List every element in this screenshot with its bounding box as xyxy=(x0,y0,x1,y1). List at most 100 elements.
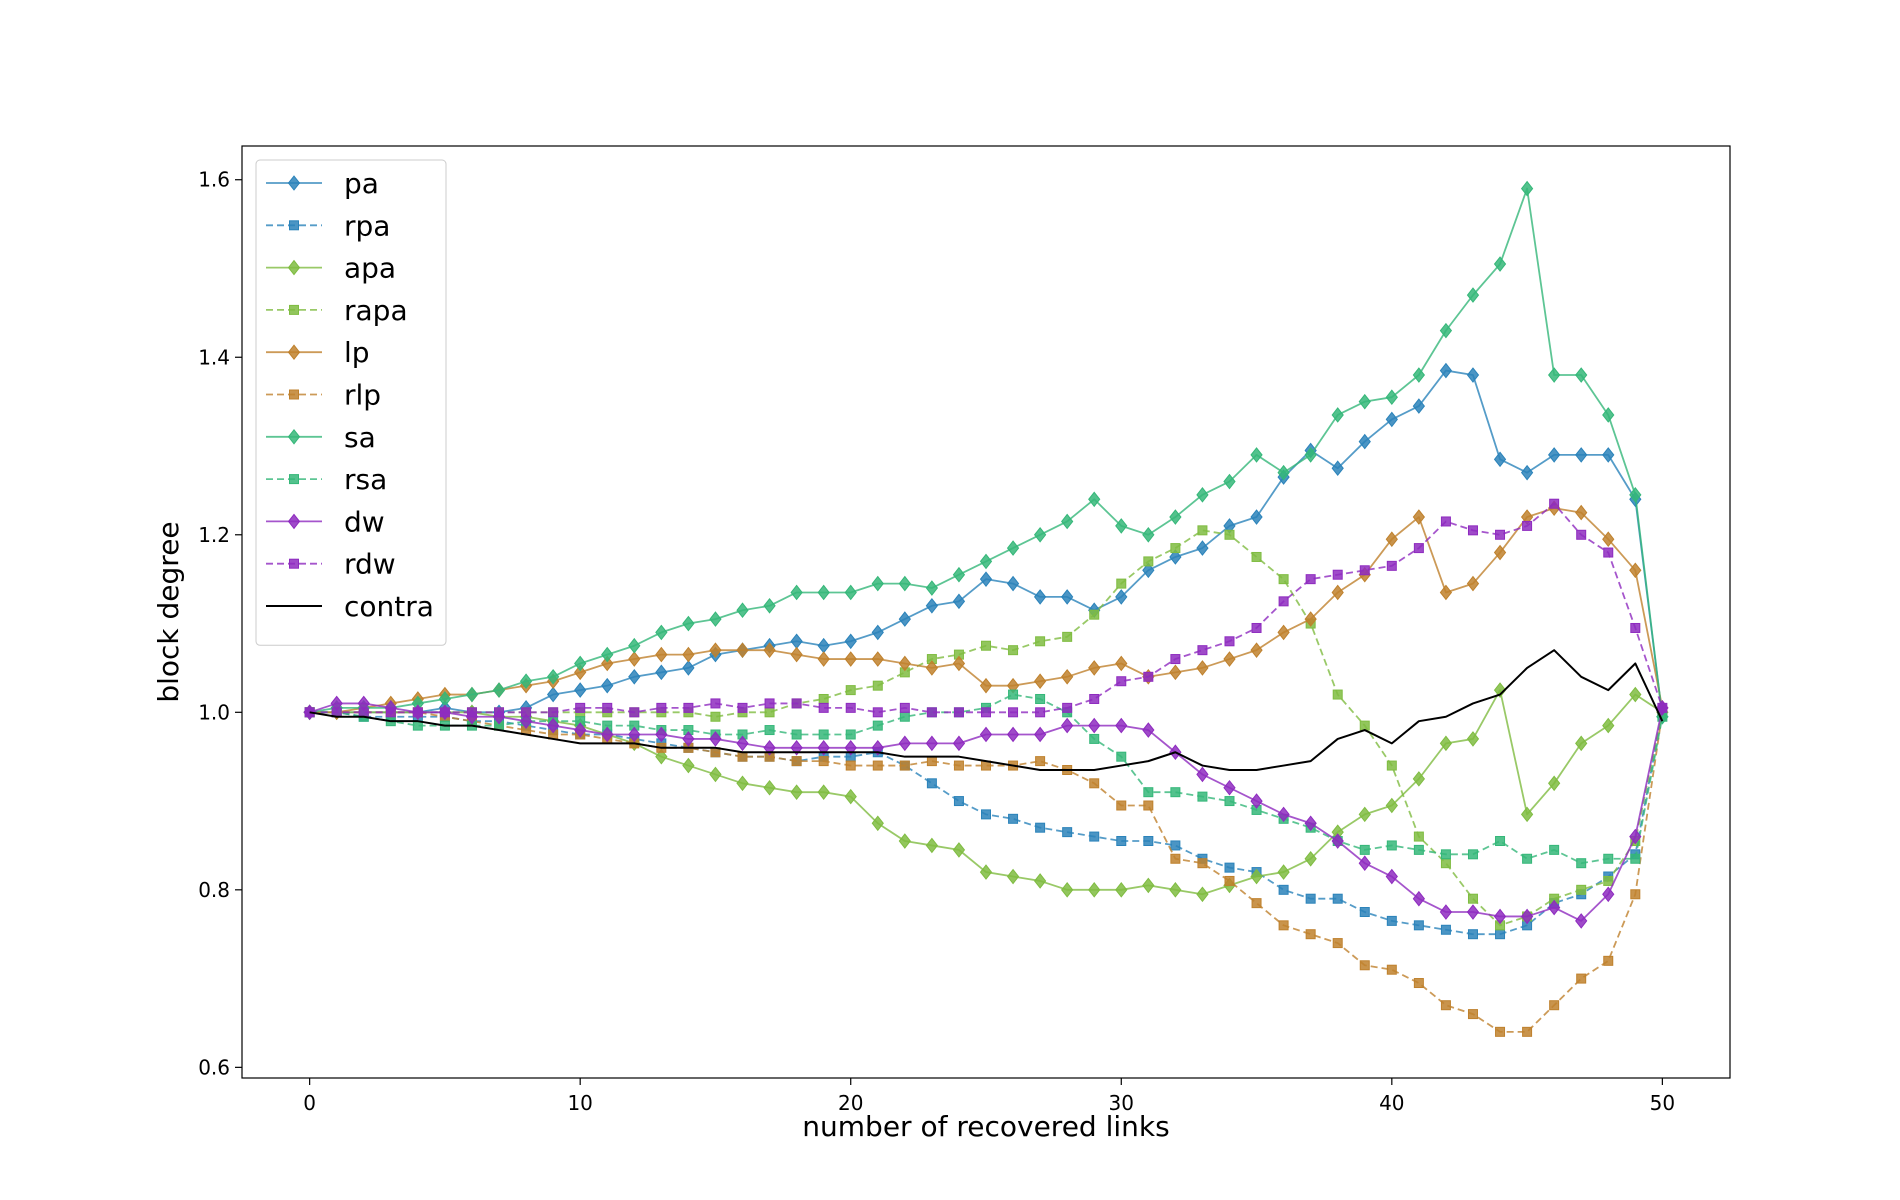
data-point-rsa xyxy=(1603,853,1614,864)
data-point-rlp xyxy=(1143,800,1154,811)
data-point-pa xyxy=(574,682,587,698)
data-point-pa xyxy=(1548,447,1561,463)
x-tick-label: 10 xyxy=(567,1091,592,1115)
data-point-apa xyxy=(655,748,668,765)
data-point-apa xyxy=(682,757,695,774)
data-point-rpa xyxy=(1467,929,1478,940)
data-point-pa xyxy=(844,633,857,650)
data-point-rsa xyxy=(1008,689,1019,700)
data-point-rsa xyxy=(1170,787,1181,798)
data-point-apa xyxy=(790,784,803,800)
data-point-lp xyxy=(736,642,749,658)
data-point-sa xyxy=(736,602,749,619)
data-point-pa xyxy=(817,637,830,654)
data-point-pa xyxy=(1602,447,1615,463)
data-point-sa xyxy=(1169,509,1182,525)
data-point-sa xyxy=(790,584,803,601)
data-point-rdw xyxy=(1143,671,1154,682)
series-line-rpa xyxy=(309,711,1664,936)
data-point-apa xyxy=(1142,877,1155,894)
legend-item-pa: pa xyxy=(266,167,379,200)
legend-label-rdw: rdw xyxy=(344,548,396,581)
legend-marker-rpa xyxy=(289,220,299,231)
data-point-apa xyxy=(1412,771,1426,787)
data-point-lp xyxy=(1493,544,1507,561)
data-point-lp xyxy=(1602,531,1615,548)
legend-item-rlp: rlp xyxy=(266,379,381,412)
data-point-rdw xyxy=(1549,498,1560,509)
data-point-rdw xyxy=(521,707,532,718)
legend-marker-apa xyxy=(287,259,301,276)
data-point-sa xyxy=(709,611,722,627)
data-point-rapa xyxy=(818,693,829,704)
data-point-rdw xyxy=(1359,565,1370,576)
data-point-rpa xyxy=(1495,929,1506,940)
data-point-rpa xyxy=(1413,920,1424,931)
data-point-sa xyxy=(1331,407,1344,423)
series-line-apa xyxy=(309,689,1663,896)
data-point-pa xyxy=(682,660,695,676)
data-point-dw xyxy=(1466,904,1480,920)
data-point-rdw xyxy=(683,702,694,713)
data-point-pa xyxy=(1575,447,1588,463)
data-point-pa xyxy=(1385,411,1398,428)
data-point-lp xyxy=(1223,651,1236,667)
x-tick-label: 0 xyxy=(303,1091,316,1115)
data-point-rsa xyxy=(1035,693,1046,704)
legend-box xyxy=(255,159,447,646)
data-point-rdw xyxy=(1035,707,1046,718)
data-point-pa xyxy=(1412,398,1426,414)
data-point-apa xyxy=(925,837,939,854)
data-point-apa xyxy=(1602,717,1615,734)
data-point-rpa xyxy=(1386,915,1397,926)
data-point-sa xyxy=(465,686,479,703)
x-tick-label: 40 xyxy=(1379,1091,1404,1115)
data-point-dw xyxy=(519,713,533,729)
data-point-dw xyxy=(1142,722,1155,738)
data-point-sa xyxy=(763,597,776,614)
data-point-lp xyxy=(574,664,587,681)
data-point-rdw xyxy=(1008,707,1019,718)
data-point-rdw xyxy=(1089,693,1100,704)
data-point-rapa xyxy=(1197,525,1208,536)
data-point-rdw xyxy=(385,707,396,718)
x-tick-label: 50 xyxy=(1650,1091,1675,1115)
data-point-rdw xyxy=(466,707,477,718)
y-tick-label: 1.0 xyxy=(198,700,230,724)
data-point-sa xyxy=(817,584,830,601)
data-point-lp xyxy=(601,655,614,672)
data-point-sa xyxy=(492,682,506,698)
data-point-lp xyxy=(763,642,776,658)
data-point-rdw xyxy=(1062,702,1073,713)
data-point-lp xyxy=(655,646,668,663)
data-point-lp xyxy=(790,646,803,663)
data-point-sa xyxy=(1115,518,1128,534)
data-point-rpa xyxy=(1305,893,1316,904)
data-point-rlp xyxy=(737,751,748,762)
data-point-sa xyxy=(1385,389,1398,406)
legend-marker-lp xyxy=(287,344,301,361)
data-point-rsa xyxy=(1522,853,1533,864)
data-point-rpa xyxy=(1332,893,1343,904)
data-point-dw xyxy=(601,726,614,743)
data-point-rpa xyxy=(1143,836,1154,847)
legend-label-contra: contra xyxy=(344,590,434,623)
data-point-apa xyxy=(1520,806,1534,823)
data-point-sa xyxy=(1466,287,1480,303)
data-point-sa xyxy=(1223,473,1236,490)
data-point-dw xyxy=(1277,806,1290,823)
data-point-apa xyxy=(871,815,884,832)
data-point-rpa xyxy=(1224,862,1235,873)
data-point-rlp xyxy=(1224,875,1235,886)
legend-item-rpa: rpa xyxy=(266,209,390,242)
data-point-rdw xyxy=(1495,529,1506,540)
data-point-rlp xyxy=(872,760,883,771)
data-point-rapa xyxy=(872,680,883,691)
legend-item-apa: apa xyxy=(266,252,396,285)
data-point-rdw xyxy=(1386,560,1397,571)
data-point-rapa xyxy=(1170,543,1181,554)
data-point-rapa xyxy=(1116,578,1127,589)
data-point-rsa xyxy=(1089,733,1100,744)
